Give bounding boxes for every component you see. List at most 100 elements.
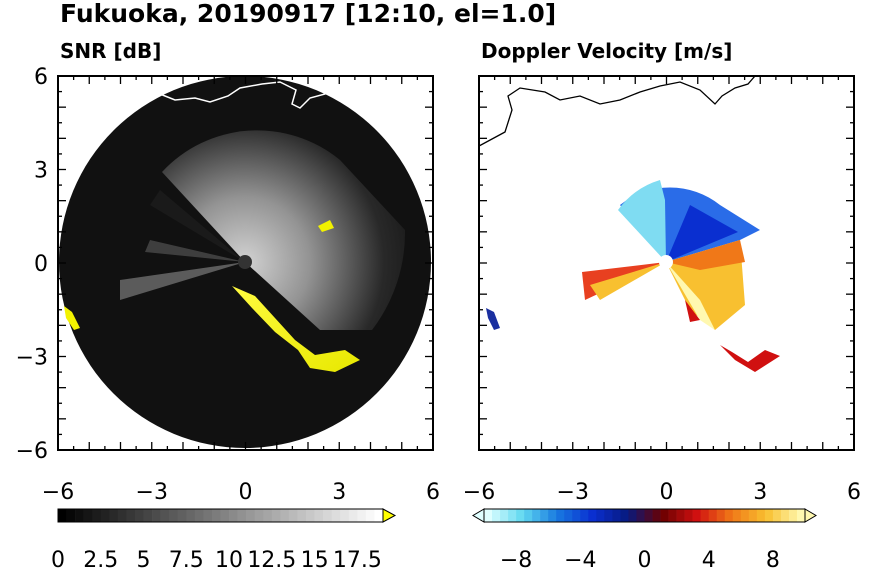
snr-colorbar-tick-label: 0 [51,548,65,570]
velocity-colorbar-extend-max [804,508,817,523]
x-tick-label: 3 [332,480,346,505]
velocity-colorbar-cell [572,509,581,522]
velocity-colorbar-cell [548,509,557,522]
snr-colorbar-cell [246,509,256,522]
snr-colorbar-cell [169,509,179,522]
velocity-colorbar-cell [484,509,493,522]
snr-panel: SNR [dB] −6 −3 0 3 6 630−3−6 0 2.5 5 7.5 10 12.5 1… [16,39,440,570]
snr-colorbar-cell [365,509,375,522]
x-tick-label: 6 [847,480,861,505]
snr-colorbar-cell [160,509,170,522]
velocity-colorbar-cell [748,509,758,522]
velocity-colorbar-labels: −8 −4 0 4 8 [500,548,780,570]
velocity-colorbar-cell [604,509,613,522]
velocity-colorbar-cell [724,509,734,522]
velocity-colorbar-cell [772,509,782,522]
snr-colorbar-cell [100,509,110,522]
snr-axis-ticks [57,75,434,451]
velocity-colorbar-cell [500,509,509,522]
snr-colorbar-cell [117,509,127,522]
y-tick-label: 6 [34,65,48,90]
snr-radar-field [59,76,431,448]
snr-x-axis: −6 −3 0 3 6 [42,480,440,505]
y-tick-label: 0 [34,252,48,277]
snr-colorbar-cell [357,509,367,522]
velocity-colorbar-cell [764,509,774,522]
snr-colorbar-cell [66,509,76,522]
velocity-echo-patch [685,300,700,322]
velocity-colorbar-tick-label: 0 [638,548,652,570]
velocity-negative-sector [618,180,666,262]
velocity-panel-title: Doppler Velocity [m/s] [481,39,732,63]
snr-strong-echo-band [232,286,360,372]
velocity-colorbar-cell [788,509,798,522]
snr-colorbar-cell [306,509,315,522]
snr-colorbar-cell [340,509,350,522]
figure-title: Fukuoka, 20190917 [12:10, el=1.0] [60,0,556,28]
snr-colorbar-cell [203,509,213,522]
x-tick-label: −3 [136,480,168,505]
snr-colorbar-cell [75,509,84,522]
snr-colorbar-cell [109,509,119,522]
velocity-panel: Doppler Velocity [m/s] −6 −3 0 3 6 −8 −4 0 4 8 [463,39,861,570]
velocity-echo-patch [486,308,500,330]
velocity-colorbar-cell [596,509,605,522]
velocity-colorbar-tick-label: 8 [766,548,780,570]
velocity-colorbar-tick-label: 4 [702,548,716,570]
velocity-colorbar-cell [780,509,790,522]
snr-echo-sector [162,130,406,330]
velocity-colorbar-cell [524,509,533,522]
velocity-colorbar-extend-min [472,508,485,523]
snr-colorbar-cell [126,509,136,522]
x-tick-label: −3 [557,480,589,505]
snr-colorbar-cell [323,509,332,522]
velocity-colorbar-cell [580,509,589,522]
snr-colorbar-cell [152,509,161,522]
y-tick-label: 3 [34,159,48,184]
velocity-radar-field [479,76,780,372]
velocity-colorbar-cell [668,509,677,522]
y-tick-label: −6 [16,439,48,464]
snr-strong-echo-patch [318,220,334,232]
snr-colorbar-cell [374,509,384,522]
snr-blocked-wedge [150,190,245,262]
x-tick-label: 0 [660,480,674,505]
snr-colorbar-cell [186,509,196,522]
snr-colorbar-cell [220,509,230,522]
snr-colorbar-labels: 0 2.5 5 7.5 10 12.5 15 17.5 [51,548,382,570]
snr-colorbar-cell [263,509,273,522]
velocity-colorbar-cell [740,509,750,522]
velocity-colorbar [472,508,817,523]
velocity-positive-sector [666,262,715,330]
snr-colorbar-cell [211,509,221,522]
velocity-colorbar-cell [620,509,629,522]
snr-colorbar-cell [229,509,238,522]
velocity-colorbar-cell [676,509,685,522]
velocity-colorbar-cell [796,509,806,522]
snr-panel-title: SNR [dB] [60,39,161,63]
velocity-colorbar-cell [508,509,517,522]
snr-colorbar-tick-label: 15 [301,548,329,570]
snr-colorbar-cell [348,509,358,522]
snr-radar-center [238,255,252,269]
snr-colorbar-tick-label: 10 [215,548,243,570]
snr-colorbar-cell [314,509,324,522]
snr-echo-streak [145,240,245,262]
snr-colorbar-cell [177,509,187,522]
velocity-colorbar-cell [564,509,573,522]
x-tick-label: −6 [463,480,495,505]
x-tick-label: 0 [239,480,253,505]
velocity-echo-band [720,345,780,372]
snr-colorbar-tick-label: 12.5 [247,548,296,570]
velocity-colorbar-cell [532,509,541,522]
velocity-colorbar-cell [692,509,701,522]
x-tick-label: −6 [42,480,74,505]
snr-colorbar-tick-label: 5 [137,548,151,570]
velocity-colorbar-cell [540,509,549,522]
snr-colorbar-cell [280,509,290,522]
velocity-colorbar-cell [732,509,742,522]
snr-colorbar-cell [331,509,341,522]
velocity-negative-sector [666,205,738,262]
snr-colorbar-cell [237,509,247,522]
snr-colorbar-tick-label: 17.5 [333,548,382,570]
